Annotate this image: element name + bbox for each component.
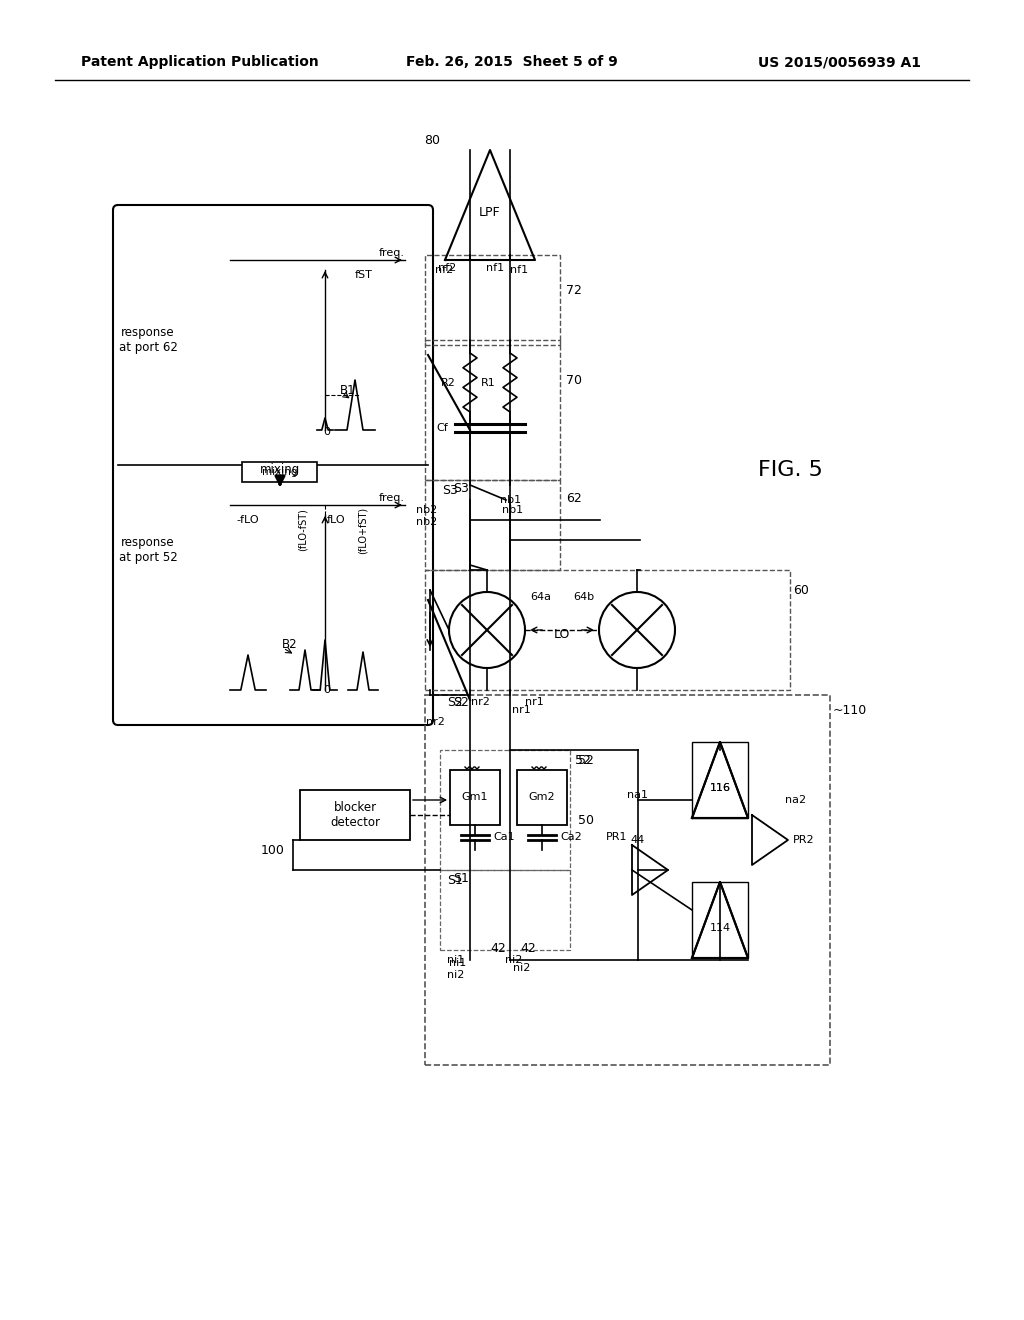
Text: nr1: nr1 (525, 697, 544, 708)
Text: na2: na2 (785, 795, 806, 805)
Text: 80: 80 (424, 133, 440, 147)
Text: nr2: nr2 (471, 697, 490, 708)
Text: nf2: nf2 (438, 263, 456, 273)
Text: S3: S3 (442, 483, 458, 496)
Text: 62: 62 (566, 491, 582, 504)
Text: Feb. 26, 2015  Sheet 5 of 9: Feb. 26, 2015 Sheet 5 of 9 (407, 55, 617, 69)
Text: response
at port 62: response at port 62 (119, 326, 177, 354)
Bar (300, 789, 410, 840)
Bar (425, 480, 560, 570)
Text: Cf: Cf (436, 422, 449, 433)
Bar (517, 770, 567, 825)
Bar (692, 882, 748, 958)
Text: LPF: LPF (479, 206, 501, 219)
Text: FIG. 5: FIG. 5 (758, 459, 822, 480)
Text: freq.: freq. (379, 492, 406, 503)
Text: 44: 44 (631, 836, 645, 845)
Bar (425, 255, 560, 345)
Text: 52: 52 (575, 754, 591, 767)
Text: 60: 60 (793, 583, 809, 597)
Text: ~110: ~110 (833, 704, 867, 717)
Text: fLO: fLO (327, 515, 346, 525)
Text: ni1: ni1 (447, 954, 465, 965)
Bar (242, 462, 317, 482)
Text: Patent Application Publication: Patent Application Publication (81, 55, 318, 69)
Text: 52: 52 (578, 754, 594, 767)
Text: mixing: mixing (260, 463, 300, 477)
Text: ni2: ni2 (447, 970, 465, 979)
Text: ni2: ni2 (513, 964, 530, 973)
Bar (692, 742, 748, 818)
Text: Ca1: Ca1 (493, 832, 515, 842)
Text: freq.: freq. (379, 248, 406, 257)
Bar (425, 696, 830, 1065)
Bar (440, 750, 570, 870)
Text: S1: S1 (447, 874, 463, 887)
Text: nf1: nf1 (510, 265, 528, 275)
Text: S2: S2 (453, 696, 469, 709)
Text: S3: S3 (453, 482, 469, 495)
Text: mixing: mixing (262, 467, 298, 477)
Text: 50: 50 (578, 813, 594, 826)
Text: R1: R1 (481, 378, 496, 388)
Text: nb1: nb1 (502, 506, 523, 515)
Text: 42: 42 (520, 941, 536, 954)
Text: nb1: nb1 (500, 495, 521, 506)
Text: 64a: 64a (530, 591, 551, 602)
Text: PR1: PR1 (605, 832, 627, 842)
Text: nf2: nf2 (435, 265, 453, 275)
Text: 64b: 64b (572, 591, 594, 602)
Text: nr2: nr2 (426, 717, 445, 727)
Text: B2: B2 (282, 639, 298, 652)
Text: Gm2: Gm2 (528, 792, 555, 803)
Text: blocker
detector: blocker detector (330, 801, 380, 829)
Text: -fLO: -fLO (237, 515, 259, 525)
Text: S1: S1 (453, 871, 469, 884)
Text: (fLO-fST): (fLO-fST) (298, 508, 308, 552)
Text: 114: 114 (710, 923, 730, 933)
Text: PR2: PR2 (793, 836, 815, 845)
Text: ni2: ni2 (505, 954, 522, 965)
Text: LO: LO (554, 628, 570, 642)
Bar (450, 770, 500, 825)
Text: US 2015/0056939 A1: US 2015/0056939 A1 (759, 55, 922, 69)
Text: Gm1: Gm1 (462, 792, 488, 803)
Text: S2: S2 (447, 696, 463, 709)
Text: nb2: nb2 (416, 517, 437, 527)
Bar (425, 570, 790, 690)
Text: 72: 72 (566, 284, 582, 297)
Text: ni1: ni1 (450, 958, 467, 968)
Text: B1: B1 (340, 384, 355, 396)
Text: R2: R2 (441, 378, 456, 388)
Bar (440, 870, 570, 950)
Bar (425, 341, 560, 480)
Text: nb2: nb2 (416, 506, 437, 515)
Text: Ca2: Ca2 (560, 832, 582, 842)
Text: 116: 116 (710, 783, 730, 793)
Text: 70: 70 (566, 374, 582, 387)
Text: 42: 42 (490, 941, 506, 954)
Text: nf1: nf1 (486, 263, 504, 273)
Text: na1: na1 (628, 789, 648, 800)
Text: response
at port 52: response at port 52 (119, 536, 177, 564)
Text: nr1: nr1 (512, 705, 530, 715)
Text: 0: 0 (324, 426, 331, 437)
FancyBboxPatch shape (113, 205, 433, 725)
Text: 116: 116 (710, 783, 730, 793)
Text: (fLO+fST): (fLO+fST) (358, 507, 368, 553)
Text: 0: 0 (324, 685, 331, 696)
Text: 100: 100 (261, 843, 285, 857)
Text: fST: fST (355, 271, 373, 280)
